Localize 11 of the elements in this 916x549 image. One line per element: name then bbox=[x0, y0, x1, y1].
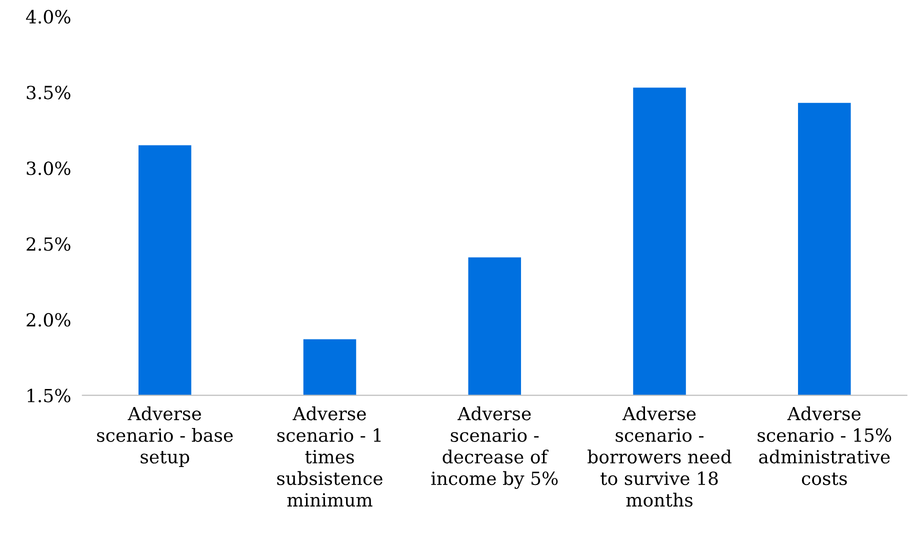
x-tick-label: Adverse scenario - borrowers need to survive 18 months bbox=[588, 406, 732, 507]
y-tick-label: 3.5% bbox=[26, 86, 70, 100]
x-tick-label: Adverse scenario - 15% administrative costs bbox=[758, 406, 892, 486]
y-tick-label: 1.5% bbox=[28, 388, 70, 402]
x-tick-label: Adverse scenario - base setup bbox=[97, 406, 233, 468]
x-tick-label: Adverse scenario - 1 times subsistence minimum bbox=[277, 406, 382, 507]
y-tick-label: 3.0% bbox=[26, 161, 70, 176]
y-tick-label: 2.0% bbox=[26, 312, 70, 327]
x-tick-label: Adverse scenario - decrease of income by 5% bbox=[431, 406, 558, 489]
y-tick-label: 2.5% bbox=[26, 237, 70, 251]
y-tick-label: 4.0% bbox=[26, 10, 70, 24]
